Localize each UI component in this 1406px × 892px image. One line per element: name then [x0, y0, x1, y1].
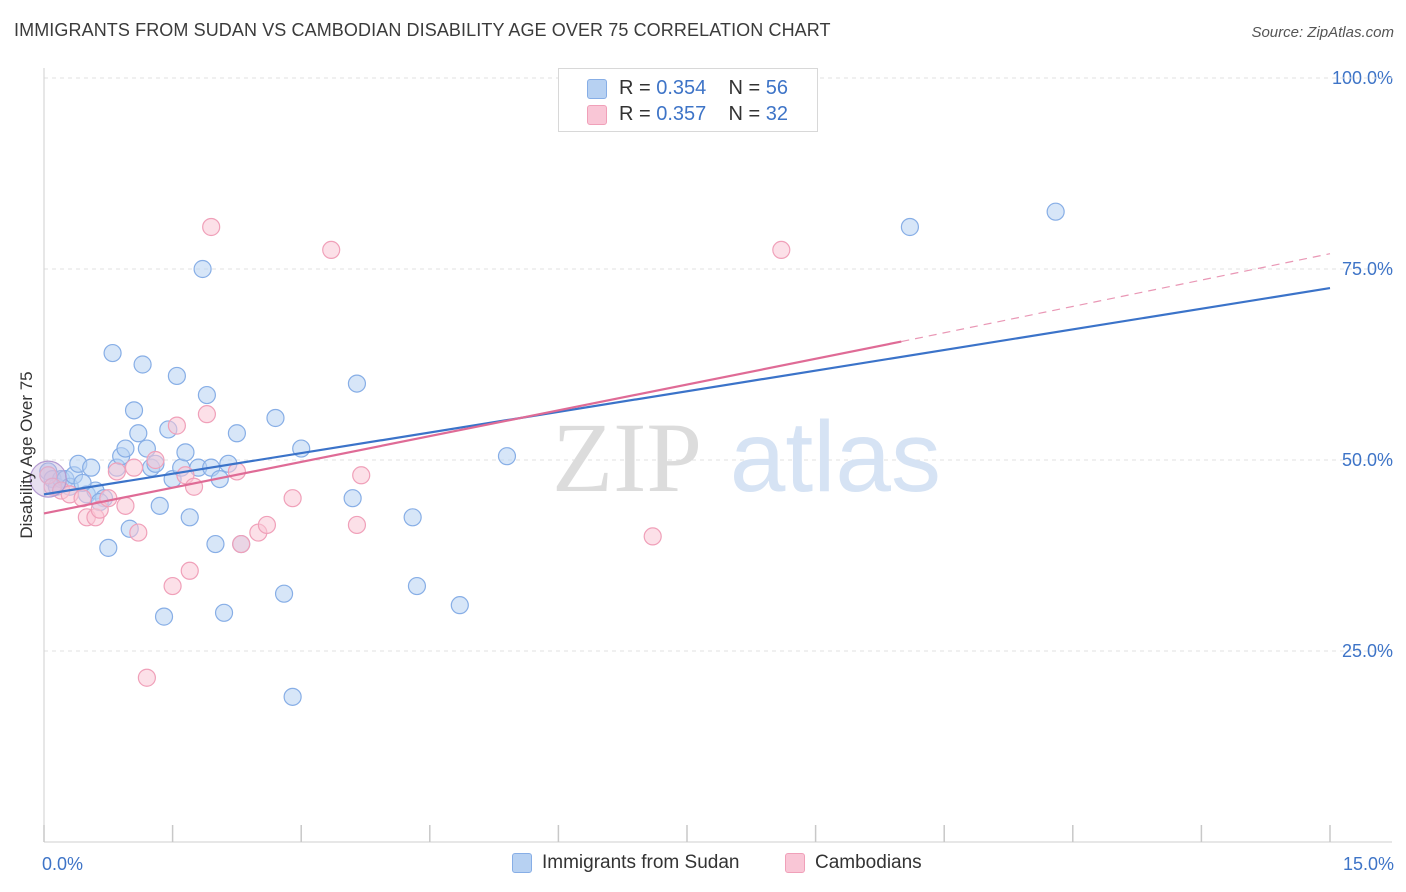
cambodian-point	[347, 515, 367, 535]
legend-swatch-cambodians	[587, 105, 607, 125]
cambodian-point	[124, 458, 144, 477]
sudan-point	[1046, 202, 1065, 221]
cambodian-point	[232, 534, 251, 554]
sudan-point	[180, 508, 199, 527]
cambodian-point	[257, 515, 277, 535]
sudan-point	[450, 596, 469, 615]
sudan-point	[497, 447, 517, 466]
bottom-legend-label-sudan: Immigrants from Sudan	[542, 852, 740, 873]
watermark-atlas: atlas	[729, 401, 942, 513]
x-tick-label-min: 0.0%	[42, 854, 83, 874]
legend-n-value: 32	[765, 103, 789, 125]
sudan-point	[343, 489, 362, 508]
cambodian-point	[227, 462, 246, 481]
sudan-point	[197, 385, 216, 405]
cambodian-point	[643, 527, 662, 546]
sudan-point	[266, 408, 285, 428]
cambodian-point	[99, 489, 118, 508]
bottom-legend-label-cambodians: Cambodians	[815, 852, 922, 873]
stats-legend: R = 0.354 N = 56 R = 0.357 N = 32	[558, 68, 818, 132]
sudan-point	[206, 534, 225, 554]
sudan-point	[129, 424, 148, 443]
sudan-trend-line	[43, 287, 1331, 496]
bottom-legend-swatch-cambodians	[785, 853, 805, 873]
source-label: Source: ZipAtlas.com	[1251, 24, 1394, 41]
cambodian-point	[129, 523, 148, 542]
cambodian-trend-extension	[901, 253, 1331, 343]
legend-n-value: 56	[765, 77, 789, 99]
cambodian-point	[352, 466, 371, 485]
sudan-point	[124, 401, 144, 420]
sudan-point	[227, 424, 246, 443]
cambodian-point	[163, 576, 182, 596]
sudan-point	[116, 439, 135, 458]
cambodian-point	[180, 561, 199, 580]
sudan-point	[274, 584, 294, 603]
legend-swatch-sudan	[587, 79, 607, 99]
legend-r-label: R =	[619, 77, 651, 99]
legend-r-value: 0.357	[656, 103, 707, 125]
y-tick-label: 25.0%	[1342, 641, 1393, 661]
sudan-point	[347, 374, 367, 393]
sudan-point	[99, 538, 118, 557]
cambodian-point	[772, 240, 791, 259]
cluster-point	[29, 460, 67, 498]
sudan-point	[900, 217, 920, 237]
cambodian-point	[322, 240, 341, 259]
bottom-legend-swatch-sudan	[512, 853, 532, 873]
cambodian-point	[137, 668, 156, 687]
cambodian-point	[184, 477, 204, 496]
cambodian-point	[197, 405, 216, 424]
legend-r-label: R =	[619, 103, 651, 125]
sudan-point	[193, 259, 212, 279]
cambodian-point	[283, 489, 302, 508]
y-axis-label: Disability Age Over 75	[17, 371, 36, 539]
sudan-point	[103, 343, 122, 363]
sudan-point	[82, 458, 101, 477]
cambodian-trend-line	[43, 340, 902, 515]
y-tick-label: 75.0%	[1342, 259, 1393, 279]
sudan-point	[150, 496, 169, 515]
sudan-point	[283, 687, 302, 706]
y-tick-label: 50.0%	[1342, 450, 1393, 470]
sudan-point	[167, 366, 186, 386]
cambodian-point	[107, 462, 126, 481]
sudan-point	[407, 576, 427, 596]
sudan-point	[403, 508, 422, 527]
x-tick-label-max: 15.0%	[1343, 854, 1394, 874]
cambodian-point	[167, 416, 186, 435]
sudan-point	[133, 355, 152, 374]
legend-n-label: N =	[728, 103, 761, 125]
cambodian-point	[116, 496, 135, 515]
sudan-point	[214, 603, 234, 622]
sudan-point	[154, 607, 174, 626]
cambodian-point	[202, 217, 221, 237]
cambodian-point	[146, 450, 165, 470]
legend-n-label: N =	[728, 77, 761, 99]
y-tick-label: 100.0%	[1332, 68, 1393, 88]
watermark-zip: ZIP	[552, 402, 702, 513]
watermark: ZIP atlas	[552, 400, 941, 515]
legend-r-value: 0.354	[656, 77, 707, 99]
sudan-point	[176, 443, 195, 462]
chart-title: IMMIGRANTS FROM SUDAN VS CAMBODIAN DISAB…	[14, 20, 831, 40]
